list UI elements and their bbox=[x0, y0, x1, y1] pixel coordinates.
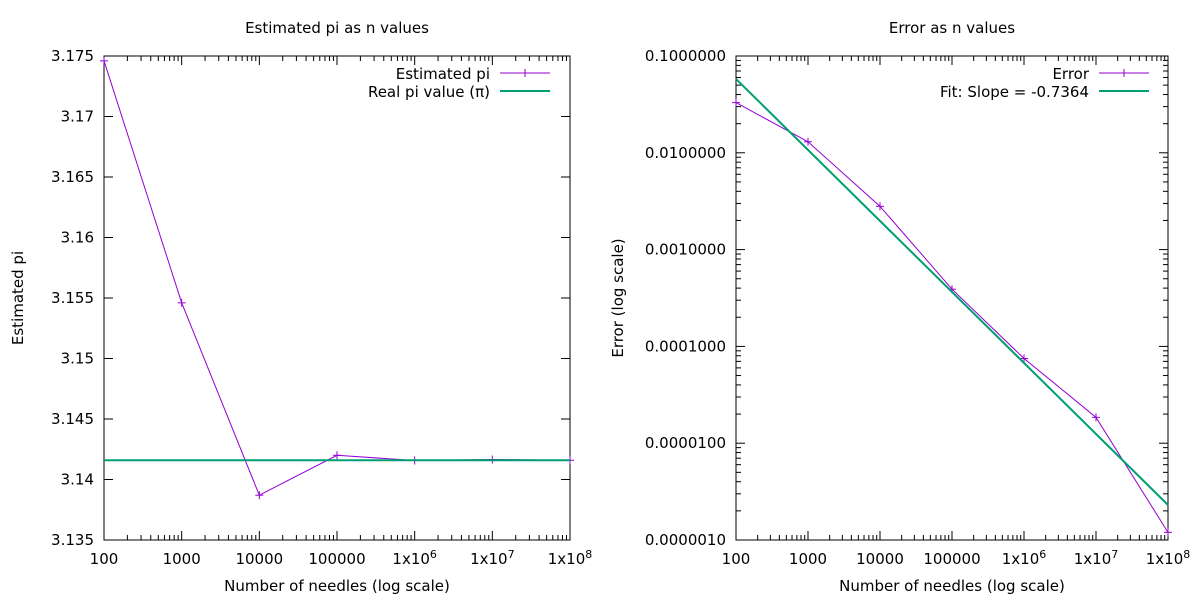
x-tick-label: 100000 bbox=[923, 550, 980, 568]
right-y-axis-label: Error (log scale) bbox=[609, 238, 627, 357]
x-tick-label: 10000 bbox=[856, 550, 904, 568]
left-y-tick-labels: 3.135 3.14 3.145 3.15 3.155 3.16 3.165 3.17 3.17… bbox=[51, 47, 94, 549]
left-legend-label-real-pi: Real pi value (π) bbox=[368, 83, 490, 101]
y-tick-label: 3.14 bbox=[61, 471, 94, 489]
y-tick-label: 3.15 bbox=[61, 350, 94, 368]
right-x-axis-label: Number of needles (log scale) bbox=[839, 577, 1065, 595]
y-tick-label: 0.1000000 bbox=[645, 47, 726, 65]
right-legend-label-fit: Fit: Slope = -0.7364 bbox=[940, 83, 1089, 101]
y-tick-label: 0.0001000 bbox=[645, 337, 726, 355]
y-tick-label: 0.0000010 bbox=[645, 531, 726, 549]
y-tick-label: 3.135 bbox=[51, 531, 94, 549]
right-plot-frame bbox=[735, 55, 1169, 541]
right-legend-symbol-error bbox=[1099, 69, 1149, 77]
right-series-line-1 bbox=[735, 78, 1169, 506]
left-legend: Estimated pi Real pi value (π) bbox=[368, 65, 550, 101]
x-tick-label: 1x106 bbox=[1002, 548, 1047, 568]
x-tick-label: 1000 bbox=[163, 550, 201, 568]
y-tick-label: 3.16 bbox=[61, 229, 94, 247]
left-x-tick-labels: 100 1000 10000 100000 1x106 1x107 1x108 bbox=[90, 548, 593, 568]
x-tick-label: 1000 bbox=[789, 550, 827, 568]
left-chart-title: Estimated pi as n values bbox=[245, 19, 429, 37]
left-legend-symbol-estimated bbox=[500, 69, 550, 77]
right-chart-title: Error as n values bbox=[889, 19, 1015, 37]
x-tick-label: 100 bbox=[722, 550, 751, 568]
left-axis-ticks bbox=[103, 55, 571, 541]
x-tick-label: 100 bbox=[90, 550, 119, 568]
x-tick-label: 10000 bbox=[235, 550, 283, 568]
right-y-tick-labels: 0.0000010 0.0000100 0.0001000 0.0010000 0.01… bbox=[645, 47, 726, 549]
y-tick-label: 3.17 bbox=[61, 108, 94, 126]
y-tick-label: 0.0100000 bbox=[645, 144, 726, 162]
y-tick-label: 0.0000100 bbox=[645, 434, 726, 452]
left-plot-frame bbox=[103, 55, 571, 541]
left-series-layer bbox=[100, 56, 574, 500]
x-tick-label: 1x106 bbox=[392, 548, 437, 568]
right-x-tick-labels: 100 1000 10000 100000 1x106 1x107 1x108 bbox=[722, 548, 1191, 568]
left-series-line-0 bbox=[103, 60, 571, 496]
x-tick-label: 1x107 bbox=[470, 548, 515, 568]
right-series-layer bbox=[732, 78, 1172, 537]
left-x-axis-label: Number of needles (log scale) bbox=[224, 577, 450, 595]
y-tick-label: 3.175 bbox=[51, 47, 94, 65]
right-series-line-0 bbox=[735, 102, 1169, 533]
right-chart: Error as n values 0.00000100.00001000.00… bbox=[609, 19, 1190, 595]
x-tick-label: 1x108 bbox=[548, 548, 593, 568]
right-legend: Error Fit: Slope = -0.7364 bbox=[940, 65, 1149, 101]
left-chart: Estimated pi as n values 3.1353.143.1453… bbox=[9, 19, 592, 595]
y-tick-label: 3.155 bbox=[51, 289, 94, 307]
right-axis-ticks bbox=[735, 55, 1169, 541]
x-tick-label: 1x107 bbox=[1074, 548, 1119, 568]
x-tick-label: 1x108 bbox=[1146, 548, 1191, 568]
y-tick-label: 0.0010000 bbox=[645, 241, 726, 259]
x-tick-label: 100000 bbox=[308, 550, 365, 568]
y-tick-label: 3.165 bbox=[51, 168, 94, 186]
right-legend-label-error: Error bbox=[1052, 65, 1089, 83]
y-tick-label: 3.145 bbox=[51, 410, 94, 428]
left-y-axis-label: Estimated pi bbox=[9, 251, 27, 345]
left-legend-label-estimated: Estimated pi bbox=[396, 65, 490, 83]
